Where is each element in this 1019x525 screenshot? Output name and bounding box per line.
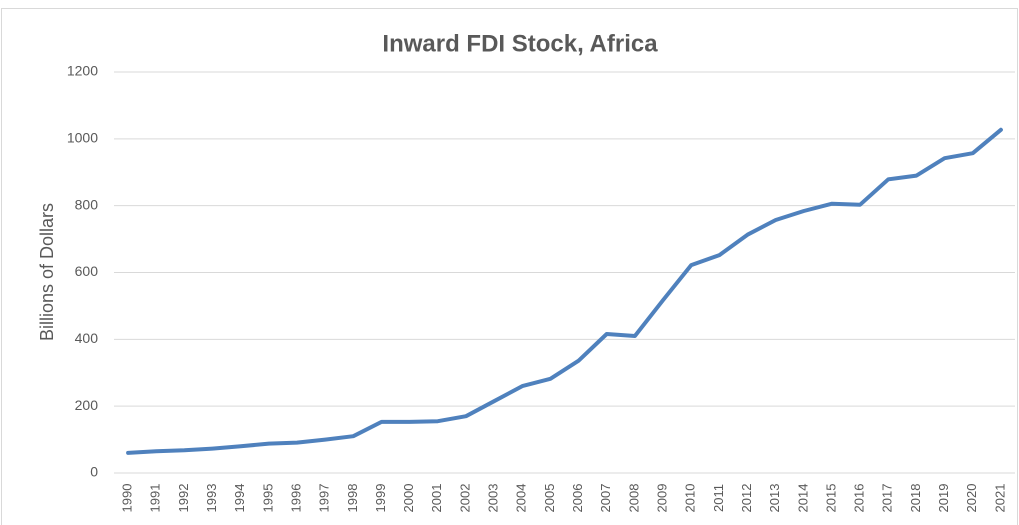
data-line xyxy=(126,127,1003,455)
x-tick-label: 2014 xyxy=(795,484,810,513)
x-tick-label: 2011 xyxy=(711,484,726,512)
x-tick-label: 1990 xyxy=(120,484,135,513)
x-tick-label: 1999 xyxy=(373,484,388,513)
chart-title: Inward FDI Stock, Africa xyxy=(382,30,658,57)
chart-frame xyxy=(1,8,1018,525)
x-tick-label: 1994 xyxy=(232,484,247,513)
x-tick-label: 2001 xyxy=(429,484,444,513)
x-tick-label: 2018 xyxy=(908,484,923,513)
x-tick-label: 2007 xyxy=(598,484,613,513)
x-tick-label: 2004 xyxy=(514,484,529,513)
x-tick-label: 2013 xyxy=(767,484,782,513)
x-tick-label: 2020 xyxy=(964,484,979,513)
x-tick-label: 1993 xyxy=(204,484,219,513)
x-tick-label: 2015 xyxy=(823,484,838,513)
x-tick-label: 2021 xyxy=(992,484,1007,513)
x-tick-label: 2016 xyxy=(852,484,867,513)
y-tick-label: 600 xyxy=(75,263,99,279)
x-tick-label: 2006 xyxy=(570,484,585,513)
x-tick-label: 2019 xyxy=(936,484,951,513)
x-tick-label: 1995 xyxy=(260,484,275,513)
x-tick-label: 1992 xyxy=(176,484,191,513)
y-tick-label: 200 xyxy=(75,397,99,413)
y-tick-label: 400 xyxy=(75,330,99,346)
x-tick-label: 2000 xyxy=(401,484,416,513)
x-tick-label: 2010 xyxy=(683,484,698,513)
y-tick-label: 0 xyxy=(90,464,98,480)
x-tick-label: 2003 xyxy=(486,484,501,513)
y-axis-label: Billions of Dollars xyxy=(37,203,57,341)
x-tick-label: 2012 xyxy=(739,484,754,513)
x-tick-label: 2002 xyxy=(457,484,472,513)
x-tick-label: 1996 xyxy=(288,484,303,513)
y-tick-label: 1000 xyxy=(67,130,98,146)
x-tick-label: 2008 xyxy=(626,484,641,513)
y-tick-label: 1200 xyxy=(67,63,98,79)
x-tick-label: 2009 xyxy=(654,484,669,513)
x-tick-label: 2017 xyxy=(880,484,895,513)
x-tick-label: 2005 xyxy=(542,484,557,513)
x-tick-label: 1998 xyxy=(345,484,360,513)
y-tick-label: 800 xyxy=(75,196,99,212)
x-tick-label: 1997 xyxy=(317,484,332,513)
x-tick-label: 1991 xyxy=(148,484,163,513)
